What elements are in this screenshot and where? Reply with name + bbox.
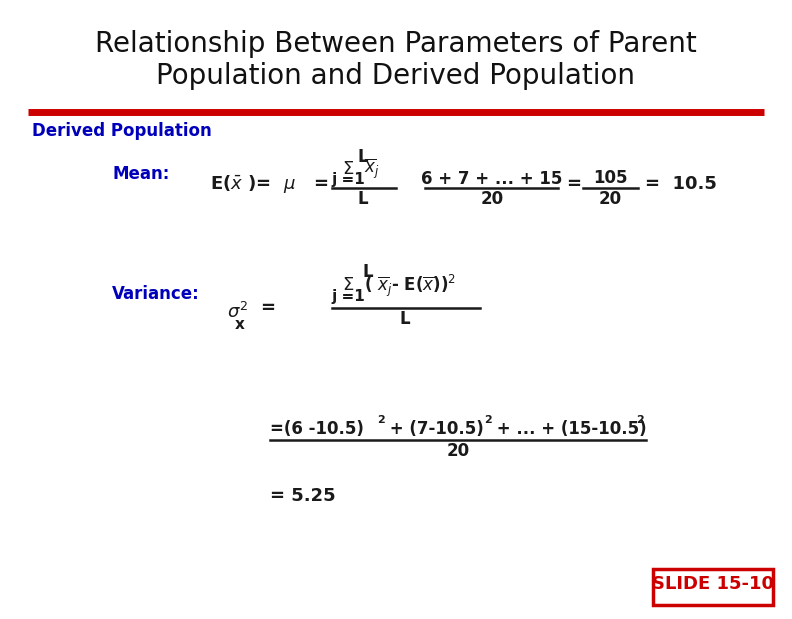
Text: =(6 -10.5): =(6 -10.5) [270, 420, 364, 438]
Text: $\sigma^2$: $\sigma^2$ [227, 302, 247, 322]
Text: L: L [400, 310, 410, 328]
Text: =: = [260, 299, 275, 317]
FancyBboxPatch shape [653, 569, 773, 605]
Text: + ... + (15-10.5): + ... + (15-10.5) [491, 420, 646, 438]
Text: Mean:: Mean: [112, 165, 169, 183]
Text: Variance:: Variance: [112, 285, 200, 303]
Text: 2: 2 [484, 415, 492, 425]
Text: 2: 2 [377, 415, 385, 425]
Text: $\Sigma$: $\Sigma$ [342, 276, 354, 294]
Text: j =1: j =1 [331, 172, 365, 187]
Text: ( $\overline{x}_j$- E($\overline{x}$))$^2$: ( $\overline{x}_j$- E($\overline{x}$))$^… [364, 273, 456, 300]
Text: 6 + 7 + ... + 15: 6 + 7 + ... + 15 [421, 170, 562, 188]
Text: x: x [235, 317, 245, 332]
Text: Relationship Between Parameters of Parent: Relationship Between Parameters of Paren… [95, 30, 697, 58]
Text: L: L [363, 263, 373, 281]
Text: $\overline{x}_j$: $\overline{x}_j$ [364, 157, 379, 181]
Text: = 5.25: = 5.25 [270, 487, 336, 505]
Text: 2: 2 [636, 415, 644, 425]
Text: j =1: j =1 [331, 289, 365, 304]
Text: E($\bar{x}$ )=  $\mu$   =: E($\bar{x}$ )= $\mu$ = [210, 173, 329, 195]
Text: $\Sigma$: $\Sigma$ [342, 160, 354, 178]
Text: =: = [566, 175, 581, 193]
Text: =  10.5: = 10.5 [645, 175, 717, 193]
Text: SLIDE 15-10: SLIDE 15-10 [652, 575, 774, 593]
Text: + (7-10.5): + (7-10.5) [384, 420, 484, 438]
Text: L: L [358, 148, 368, 166]
Text: Population and Derived Population: Population and Derived Population [157, 62, 635, 90]
Text: 20: 20 [447, 442, 470, 460]
Text: Derived Population: Derived Population [32, 122, 211, 140]
Text: 20: 20 [481, 190, 504, 208]
Text: 105: 105 [592, 169, 627, 187]
Text: L: L [358, 190, 368, 208]
Text: 20: 20 [599, 190, 622, 208]
